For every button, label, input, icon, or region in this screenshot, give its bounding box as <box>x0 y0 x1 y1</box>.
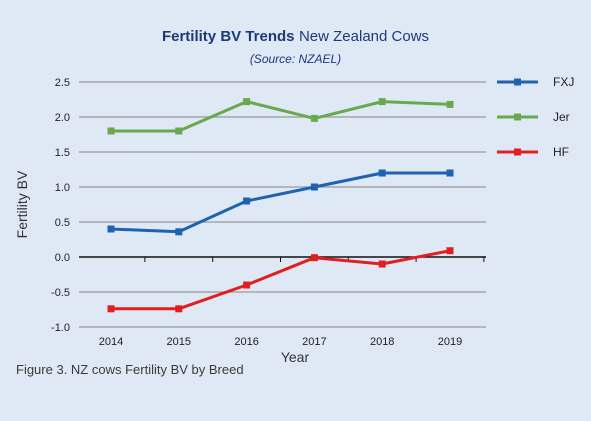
data-point-fxj <box>243 197 251 205</box>
x-tick-label: 2019 <box>438 336 462 348</box>
y-tick-label: 0.5 <box>55 217 70 229</box>
data-point-hf <box>446 247 454 255</box>
chart-title-bold: Fertility BV Trends <box>161 28 295 45</box>
data-point-hf <box>243 281 251 289</box>
x-tick-label: 2017 <box>302 336 326 348</box>
data-point-fxj <box>310 183 318 191</box>
data-point-hf <box>378 260 386 268</box>
chart-source: (Source: NZAEL) <box>249 52 342 66</box>
legend-marker-hf <box>514 148 521 156</box>
x-tick-label: 2018 <box>370 336 394 348</box>
data-point-jer <box>378 98 386 106</box>
y-tick-label: 1.5 <box>55 147 70 159</box>
legend-label-hf: HF <box>553 145 569 159</box>
series-line-hf <box>111 249 451 311</box>
series-line-fxj <box>110 171 450 234</box>
data-point-jer <box>243 98 251 106</box>
series-line-jer <box>111 100 451 133</box>
x-tick-label: 2015 <box>167 336 191 348</box>
legend-label-fxj: FXJ <box>553 75 574 89</box>
data-point-jer <box>175 127 183 135</box>
legend-marker-jer <box>514 113 521 121</box>
y-tick-label: -0.5 <box>51 287 70 299</box>
data-point-fxj <box>378 169 386 177</box>
figure-caption: Figure 3. NZ cows Fertility BV by Breed <box>16 362 244 377</box>
y-tick-label: -1.0 <box>51 322 70 334</box>
data-point-hf <box>107 305 115 313</box>
data-point-fxj <box>107 225 115 233</box>
x-tick-label: 2014 <box>99 336 123 348</box>
data-point-jer <box>107 127 115 135</box>
data-point-fxj <box>175 228 183 236</box>
data-point-hf <box>310 254 318 262</box>
data-point-jer <box>310 114 318 122</box>
y-tick-label: 2.5 <box>55 77 70 89</box>
chart-title: Fertility BV Trends New Zealand Cows <box>0 28 591 46</box>
x-tick-label: 2016 <box>234 336 258 348</box>
data-point-fxj <box>446 169 454 177</box>
x-axis-title: Year <box>281 349 310 365</box>
y-axis-title: Fertility BV <box>14 170 30 238</box>
y-tick-label: 0.0 <box>55 252 70 264</box>
chart-title-rest: New Zealand Cows <box>298 28 430 45</box>
data-point-hf <box>175 305 183 313</box>
legend-label-jer: Jer <box>553 110 570 124</box>
y-tick-label: 1.0 <box>55 182 70 194</box>
legend-marker-fxj <box>514 78 521 86</box>
data-point-jer <box>446 100 454 108</box>
y-tick-label: 2.0 <box>55 112 70 124</box>
